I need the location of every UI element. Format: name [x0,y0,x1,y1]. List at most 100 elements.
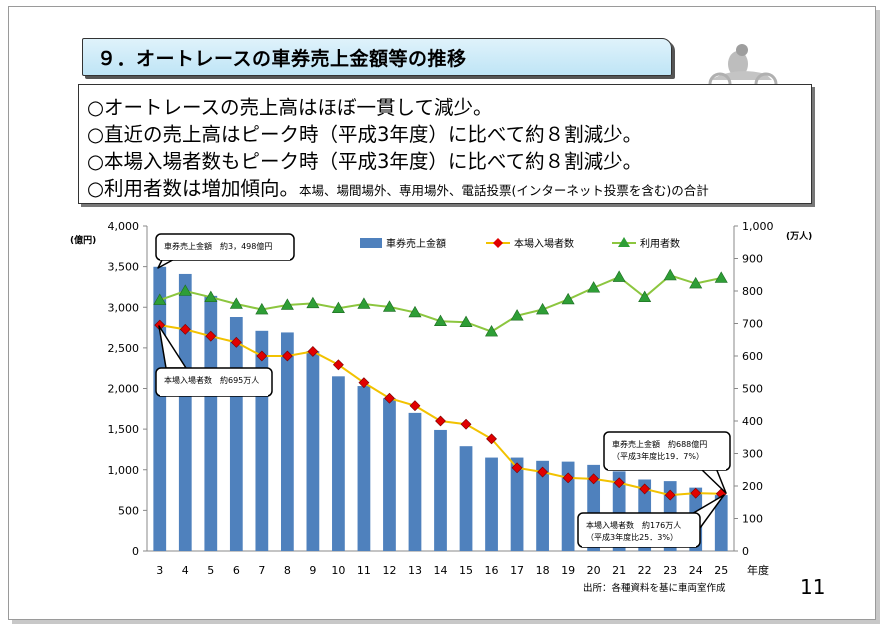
point-users [433,314,448,327]
bar-sales [459,446,473,551]
callout-sales-latest-text: （平成3年度比19．7%） [612,451,704,461]
bullet-note: 本場、場間場外、専用場外、電話投票(インターネット投票を含む)の合計 [299,183,709,198]
legend-label-users: 利用者数 [640,237,680,250]
y-right-tick-label: 900 [742,253,763,266]
y-right-unit: (万人) [786,230,812,242]
bar-sales [357,386,371,551]
x-tick-label: 9 [309,564,316,577]
point-visitors [332,359,344,371]
x-tick-label: 10 [331,564,345,577]
x-tick-label: 6 [233,564,240,577]
legend-label-visitors: 本場入場者数 [514,237,574,250]
slide-title-bar: ９．オートレースの車券売上金額等の推移 [82,38,672,76]
bar-sales [229,317,243,551]
bar-sales [153,266,167,551]
y-left-tick-label: 3,500 [108,261,140,274]
summary-box: ○オートレースの売上高はほぼ一貫して減少。 ○直近の売上高はピーク時（平成3年度… [78,84,812,204]
y-left-tick-label: 1,500 [108,423,140,436]
x-tick-label: 20 [587,564,601,577]
point-users [357,297,371,309]
y-left-tick-label: 2,000 [108,383,140,396]
bar-sales [332,376,345,551]
bar-sales [485,457,498,551]
bullet-line: ○利用者数は増加傾向。本場、場間場外、専用場外、電話投票(インターネット投票を含… [87,177,709,200]
x-tick-label: 12 [382,564,396,577]
x-tick-label: 22 [638,564,652,577]
point-visitors [205,330,217,342]
x-tick-label: 24 [689,564,703,577]
y-left-tick-label: 4,000 [108,220,140,233]
point-users [331,301,345,314]
y-right-tick-label: 0 [742,545,749,558]
point-users [638,290,652,302]
point-visitors [307,346,319,357]
legend-marker-users [618,237,630,247]
x-axis-label: 年度 [747,563,769,577]
x-tick-label: 21 [612,564,626,577]
y-left-unit: (億円) [70,234,96,246]
point-visitors [358,377,370,389]
point-visitors [384,392,395,404]
point-users [382,300,396,312]
point-visitors [179,323,191,335]
callout-visitors-latest-text: 本場入場者数 約176万人 [586,520,681,530]
bar-sales [408,412,422,551]
y-right-tick-label: 1,000 [742,220,774,233]
legend-swatch-sales [360,238,382,248]
point-users [510,309,524,321]
point-visitors [281,350,293,362]
callout-sales-peak-mask [160,252,290,260]
point-users [612,270,626,282]
point-users [204,290,218,302]
y-right-tick-label: 800 [742,285,763,298]
point-users [485,325,499,337]
callout-visitors-peak-text: 本場入場者数 約695万人 [164,375,259,385]
y-right-tick-label: 600 [742,350,763,363]
callout-visitors-peak-mask [160,388,268,396]
point-users [561,292,575,305]
y-right-tick-label: 200 [742,480,763,493]
bar-sales [178,273,192,551]
bar-sales [306,351,320,551]
y-left-tick-label: 2,500 [108,342,140,355]
point-visitors [486,433,497,445]
x-tick-label: 19 [561,564,575,577]
bar-sales [434,429,447,551]
y-left-tick-label: 1,000 [108,464,140,477]
point-visitors [588,473,600,485]
slide-title: ９．オートレースの車券売上金額等の推移 [97,48,467,70]
point-users [587,281,601,293]
point-users [306,296,320,309]
point-visitors [230,336,242,348]
x-tick-label: 18 [536,564,550,577]
bar-sales [383,398,396,551]
bullet-line: ○直近の売上高はピーク時（平成3年度）に比べて約８割減少。 [87,123,643,146]
bar-sales [255,330,269,551]
point-visitors [256,350,268,362]
point-visitors [690,487,702,499]
legend-marker-visitors [493,238,503,248]
callout-sales-latest-mask [608,462,726,470]
x-tick-label: 16 [485,564,499,577]
point-visitors [562,472,574,484]
callout-sales-latest-tail [699,467,727,494]
callout-visitors-latest-text: （平成3年度比25．3%） [586,532,678,542]
point-users [689,276,703,289]
bar-sales [204,295,218,551]
y-left-tick-label: 500 [118,504,139,517]
point-users [280,298,294,310]
point-users [153,293,167,305]
point-users [459,315,473,328]
x-tick-label: 11 [357,564,371,577]
y-left-tick-label: 0 [132,545,139,558]
x-tick-label: 17 [510,564,524,577]
point-visitors [435,415,446,427]
point-visitors [460,418,472,430]
x-tick-label: 15 [459,564,473,577]
bar-sales [510,457,524,551]
point-visitors [613,477,625,489]
callout-visitors-latest-mask [582,539,696,547]
bar-sales [280,332,294,551]
point-visitors [537,466,549,478]
callout-sales-peak-text: 車券売上金額 約3，498億円 [164,241,272,251]
